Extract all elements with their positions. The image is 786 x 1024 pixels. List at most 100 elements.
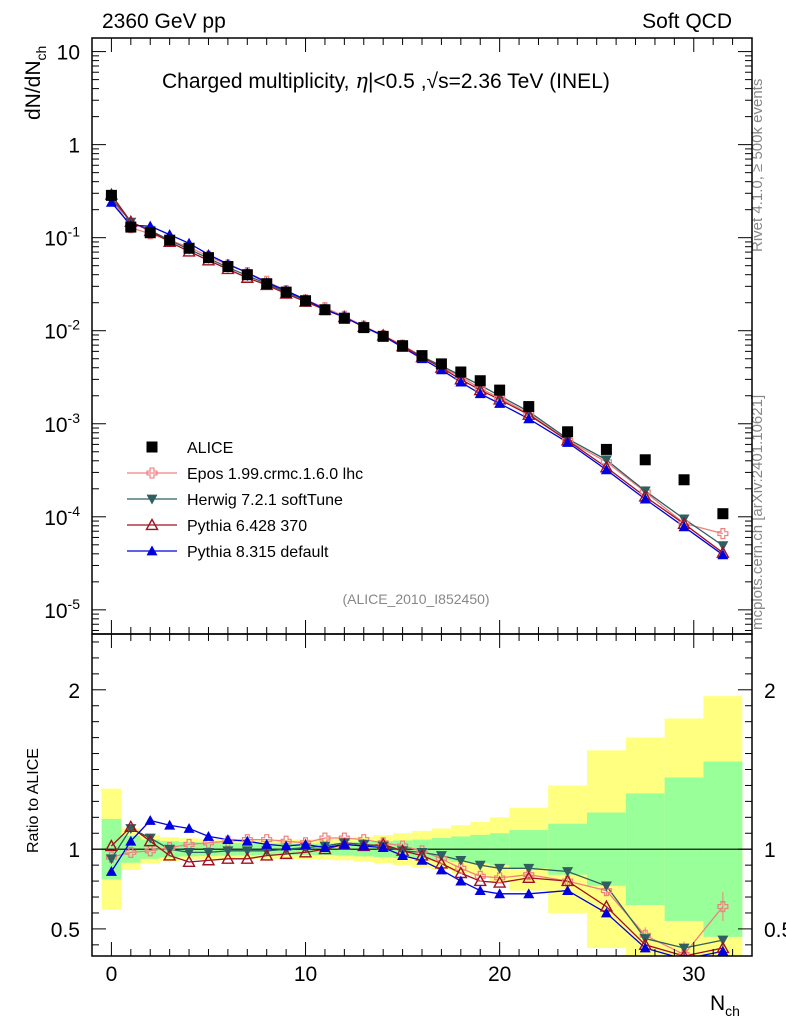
chart-title: Charged multiplicity, η|<0.5 ,√s=2.36 Te… [162,69,610,93]
ratio-point-pythia8 [639,942,651,953]
ratio-xtick-label: 10 [294,963,317,986]
legend-marker [146,441,158,453]
ratio-point-herwig [455,855,467,866]
ratio-point-pythia8 [494,888,506,899]
point-alice [397,340,409,352]
ratio-point-herwig [202,847,214,858]
ratio-ytick-label-left: 0.5 [51,919,80,942]
ratio-point-pythia6 [492,875,507,888]
point-pythia8 [600,464,612,475]
ratio-point-pythia8 [222,834,234,845]
title-part-3: s=2.36 TeV (INEL) [438,70,610,93]
ratio-point-pythia8 [105,866,117,876]
ratio-point-epos [717,901,729,913]
ratio-point-pythia8 [358,840,370,851]
main-ytick-label: 10-2 [44,317,80,344]
ratio-point-pythia8 [144,815,156,825]
ratio-point-pythia6 [279,847,293,860]
ratio-point-herwig [494,863,506,874]
point-alice [105,189,117,201]
ratio-point-herwig [474,860,486,871]
ratio-point-pythia8 [562,885,574,896]
ratio-point-herwig [241,846,253,857]
ratio-point-herwig [435,851,447,862]
ratio-point-epos [455,862,467,874]
legend-marker [146,494,158,505]
ratio-point-pythia8 [261,838,273,849]
ratio-point-pythia6 [182,855,196,868]
point-pythia8 [523,413,535,424]
point-alice [164,234,176,246]
point-alice [280,286,292,298]
ratio-point-pythia6 [298,845,313,858]
ratio-point-pythia8 [377,842,389,853]
ratio-point-epos [678,948,690,956]
point-alice [358,322,370,334]
point-alice [474,375,486,387]
ratio-point-herwig [562,867,574,878]
legend-label: Pythia 6.428 370 [187,518,307,535]
ratio-point-herwig [678,943,690,954]
legend-marker [146,545,158,556]
point-alice [600,443,612,455]
point-pythia8 [639,493,651,504]
point-alice [639,454,651,466]
point-epos [717,528,729,540]
ratio-point-herwig [144,833,156,844]
title-part-1: Charged multiplicity, [162,70,355,93]
ratio-series-group [104,815,730,956]
ratio-point-epos [474,870,486,882]
ratio-point-pythia8 [455,875,467,886]
point-pythia8 [678,521,690,532]
ratio-ytick-label-right: 2 [764,680,776,703]
point-alice [202,252,214,264]
ratio-point-pythia8 [300,838,312,849]
legend: ALICE Epos 1.99.crmc.1.6.0 lhc Herwig 7.2.… [127,440,363,561]
ratio-ylabel: Ratio to ALICE [25,748,42,853]
ratio-point-herwig [600,881,612,892]
point-pythia8 [105,196,117,207]
ratio-xtick-label: 20 [488,963,511,986]
ratio-point-herwig [523,863,535,874]
main-ytick-label: 10 [57,42,80,65]
ratio-point-pythia8 [241,835,253,846]
ratio-point-pythia8 [202,830,214,841]
ratio-point-epos [125,846,137,858]
point-alice [562,426,574,438]
legend-label: Pythia 8.315 default [187,544,329,561]
ratio-point-pythia6 [201,853,216,866]
ratio-point-pythia6 [143,834,157,847]
ratio-point-pythia8 [338,838,350,849]
ratio-point-pythia6 [522,870,536,883]
ratio-xtick-label: 0 [106,963,118,986]
title-part-eta: η [355,69,368,93]
point-alice [300,295,312,307]
ratio-xlabel: Nch [710,992,740,1019]
point-pythia8 [474,388,486,399]
point-alice [261,278,273,290]
ratio-point-pythia8 [416,854,428,865]
point-alice [241,269,253,281]
ratio-point-pythia8 [435,864,447,875]
ratio-point-pythia6 [221,851,235,864]
ratio-point-herwig [105,854,117,865]
ratio-point-pythia8 [600,907,612,918]
point-alice [416,350,428,362]
point-alice [338,312,350,324]
title-part-2: |<0.5 , [368,70,427,93]
legend-label: Epos 1.99.crmc.1.6.0 lhc [187,466,363,483]
mcplots-label: mcplots.cern.ch [arXiv:2401.10621] [749,395,766,630]
ratio-point-pythia6 [240,851,254,864]
ratio-xtick-label: 30 [682,963,705,986]
ratio-point-pythia8 [319,842,331,853]
ratio-point-pythia6 [162,848,177,861]
ratio-panel: 0 10 20 30 0.5 0.5 1 1 2 2 Ratio to ALICE Nch [25,633,786,1019]
point-alice [377,330,389,342]
header-left: 2360 GeV pp [102,10,226,33]
main-ytick-label: 10-5 [44,596,80,623]
point-alice [319,304,331,316]
point-alice [435,358,447,370]
ratio-point-pythia8 [523,888,535,899]
point-alice [717,508,729,520]
ratio-point-pythia8 [717,945,729,956]
